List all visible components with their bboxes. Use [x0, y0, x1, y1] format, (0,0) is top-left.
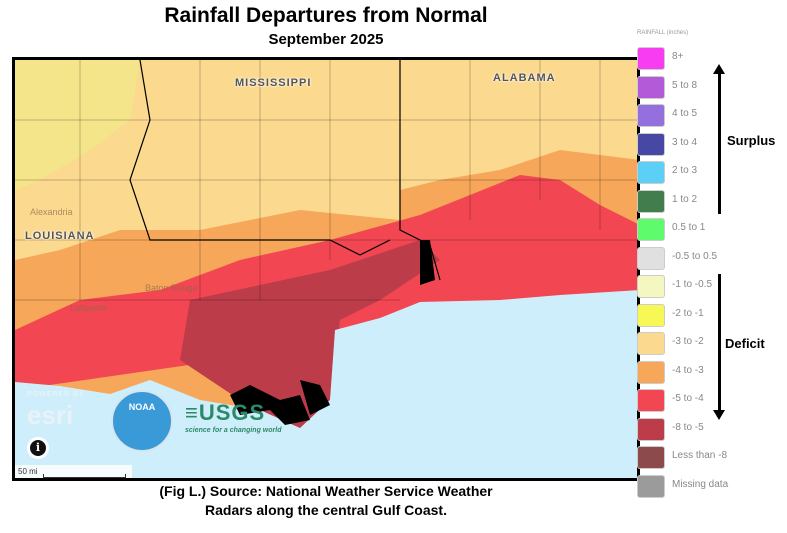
surplus-arrow — [718, 72, 721, 214]
legend-swatch — [637, 360, 665, 384]
deficit-5-8-area — [180, 240, 440, 430]
caption-line-1: (Fig L.) Source: National Weather Servic… — [159, 483, 493, 499]
legend-swatch — [637, 218, 665, 241]
surplus-arrow-head-icon — [713, 64, 725, 74]
legend-swatch — [637, 75, 665, 99]
state-label-alabama: ALABAMA — [493, 72, 556, 84]
map-layers — [15, 60, 637, 478]
info-button[interactable]: i — [30, 440, 46, 456]
legend-label: Missing data — [672, 478, 729, 490]
legend-label: -5 to -4 — [672, 393, 704, 404]
legend-swatch — [637, 189, 665, 213]
legend-swatch — [637, 474, 665, 498]
city-label-baton-rouge: Baton Rouge — [145, 283, 198, 293]
legend-swatch — [637, 389, 665, 412]
legend-swatch — [637, 275, 665, 298]
legend-swatch — [637, 132, 665, 156]
state-label-mississippi: MISSISSIPPI — [235, 77, 312, 89]
chart-subtitle: September 2025 — [268, 31, 384, 48]
ms-al-border — [399, 60, 441, 281]
usgs-logo: ≡USGS science for a changing world — [185, 400, 282, 434]
deficit-2-3-area-east — [400, 60, 637, 190]
legend-swatch — [637, 104, 665, 127]
scale-bar: 50 mi — [15, 465, 132, 478]
legend-label: -0.5 to 0.5 — [672, 250, 718, 262]
legend-label: 1 to 2 — [672, 193, 698, 205]
deficit-1-2-area — [15, 60, 140, 190]
legend-label: 4 to 5 — [672, 108, 698, 119]
legend-label: 2 to 3 — [672, 165, 698, 176]
noaa-logo: NOAA — [111, 390, 173, 452]
county-borders — [15, 60, 637, 301]
legend-label: 3 to 4 — [672, 136, 698, 148]
legend-label: 5 to 8 — [672, 79, 698, 91]
legend-swatch — [637, 332, 665, 355]
rainfall-map[interactable]: MISSISSIPPI ALABAMA LOUISIANA Baton Roug… — [12, 57, 640, 481]
legend-label: -8 to -5 — [672, 421, 704, 433]
deficit-arrow-head-icon — [713, 410, 725, 420]
legend-swatch — [637, 47, 665, 70]
coastline-marsh — [230, 240, 435, 425]
legend-label: -3 to -2 — [672, 336, 704, 347]
surplus-label: Surplus — [727, 133, 776, 148]
legend-label: 0.5 to 1 — [672, 222, 706, 233]
legend-swatch — [637, 161, 665, 184]
legend-swatch — [637, 446, 665, 469]
legend-label: -1 to -0.5 — [672, 279, 713, 290]
legend-swatch — [637, 303, 665, 327]
legend-label: -4 to -3 — [672, 364, 704, 376]
deficit-arrow — [718, 274, 721, 412]
legend-swatch — [637, 417, 665, 441]
esri-logo: POWERED BY esri — [27, 391, 85, 430]
legend-swatch — [637, 246, 665, 270]
legend-label: -2 to -1 — [672, 307, 704, 319]
legend-label: Less than -8 — [672, 450, 728, 461]
chart-title: Rainfall Departures from Normal — [164, 4, 488, 27]
city-label-alexandria: Alexandria — [30, 207, 73, 217]
deficit-label: Deficit — [725, 336, 765, 351]
legend-title: RAINFALL (inches) — [637, 30, 689, 36]
state-label-louisiana: LOUISIANA — [25, 230, 95, 242]
legend-label: 8+ — [672, 51, 684, 62]
caption-line-2: Radars along the central Gulf Coast. — [205, 502, 447, 518]
city-label-lafayette: Lafayette — [70, 303, 108, 313]
